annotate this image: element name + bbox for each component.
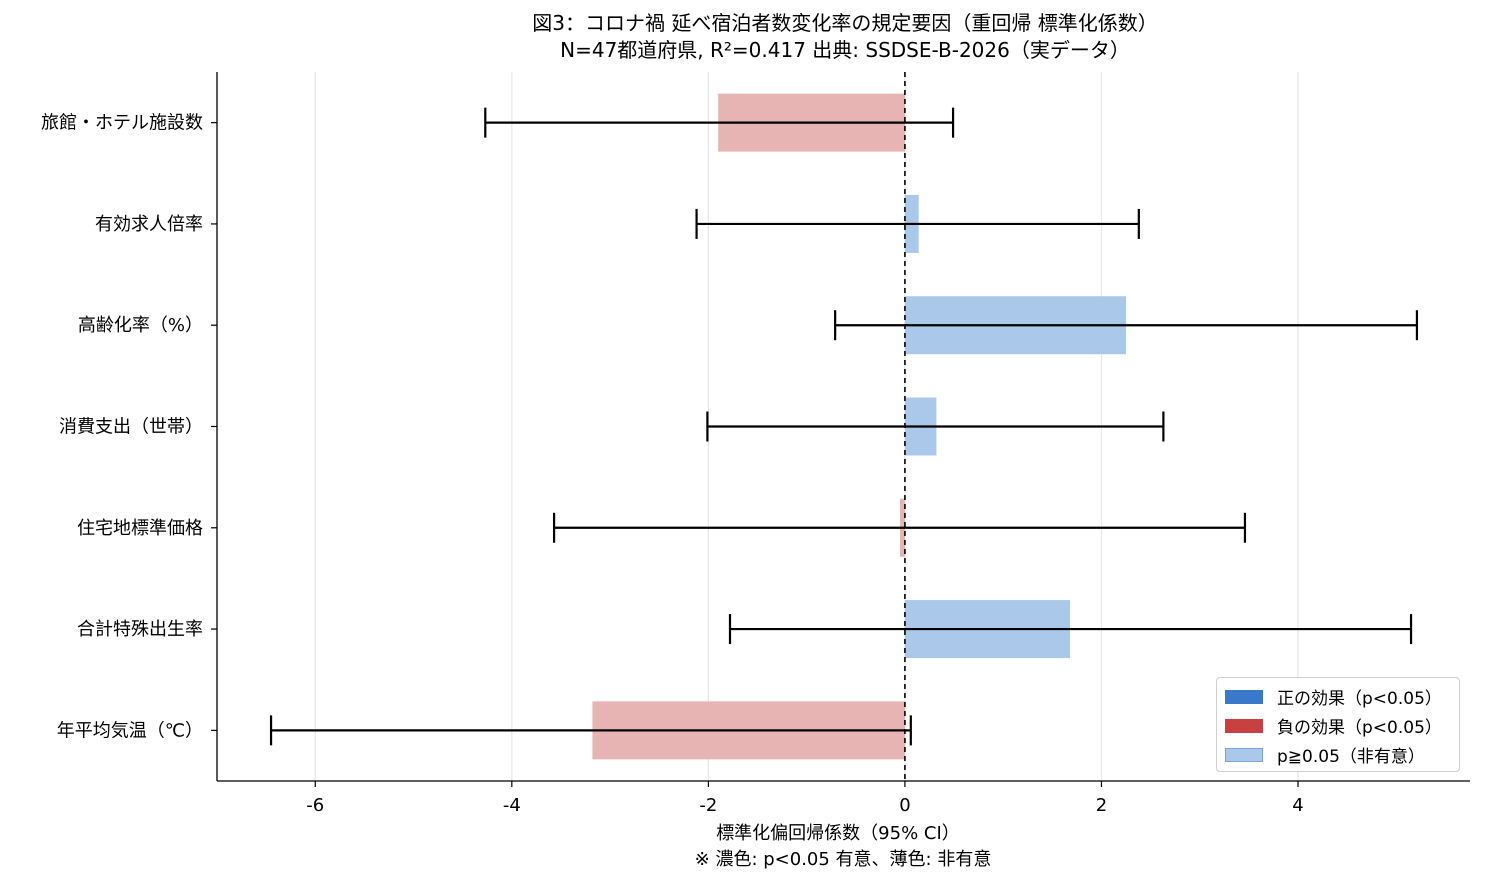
y-tick-label: 住宅地標準価格 [77, 518, 203, 539]
x-tick-label: 2 [1096, 795, 1107, 816]
chart-note: ※ 濃色: p<0.05 有意、薄色: 非有意 [695, 849, 992, 870]
legend-swatch [1225, 718, 1263, 733]
x-tick-label: -2 [699, 795, 717, 816]
y-tick-label: 有効求人倍率 [95, 214, 203, 235]
x-tick-label: 0 [899, 795, 910, 816]
legend-swatch [1225, 689, 1263, 704]
legend-label: 負の効果（p<0.05） [1277, 718, 1442, 738]
legend: 正の効果（p<0.05） 負の効果（p<0.05） p≧0.05（非有意） [1216, 677, 1460, 772]
x-tick-label: -6 [306, 795, 324, 816]
y-tick-label: 合計特殊出生率 [77, 619, 203, 640]
legend-label: p≧0.05（非有意） [1277, 747, 1425, 767]
x-tick-label: -4 [503, 795, 521, 816]
chart-subtitle: N=47都道府県, R²=0.417 出典: SSDSE-B-2026（実データ… [560, 38, 1130, 62]
x-tick-label: 4 [1292, 795, 1303, 816]
y-tick-label: 消費支出（世帯） [59, 417, 203, 438]
legend-item-neg-sig: 負の効果（p<0.05） [1225, 711, 1451, 740]
y-tick-label: 年平均気温（℃） [57, 720, 203, 741]
legend-item-nonsig: p≧0.05（非有意） [1225, 740, 1451, 769]
axes [211, 72, 1470, 787]
legend-item-pos-sig: 正の効果（p<0.05） [1225, 682, 1451, 711]
y-tick-label: 旅館・ホテル施設数 [41, 113, 203, 134]
chart-title: 図3：コロナ禍 延べ宿泊者数変化率の規定要因（重回帰 標準化係数） [532, 11, 1157, 35]
x-axis-label: 標準化偏回帰係数（95% CI） [716, 823, 960, 844]
error-bars [269, 107, 1419, 746]
y-tick-label: 高齢化率（%） [78, 315, 203, 336]
legend-swatch [1225, 747, 1263, 762]
legend-label: 正の効果（p<0.05） [1277, 689, 1442, 709]
